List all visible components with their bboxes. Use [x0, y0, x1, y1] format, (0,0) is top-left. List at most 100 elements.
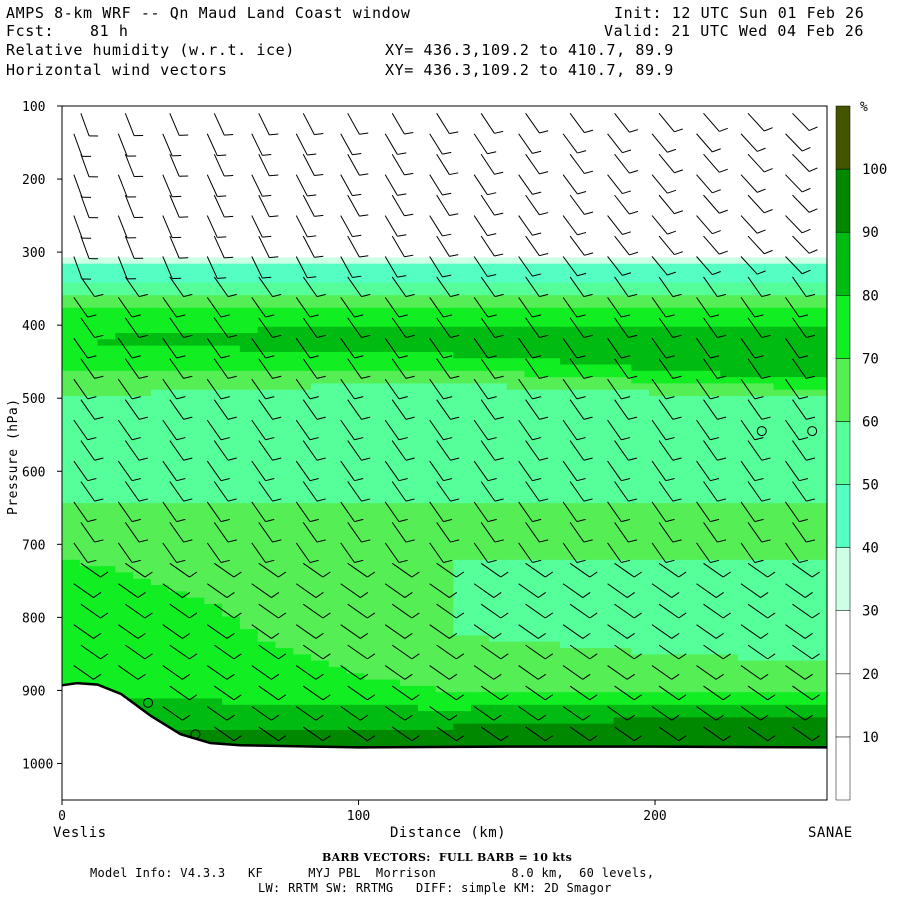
rh-cell [400, 307, 419, 315]
wind-barb [614, 112, 630, 133]
rh-cell [649, 692, 668, 700]
rh-cell [720, 622, 739, 630]
rh-cell [257, 433, 277, 441]
rh-cell [666, 654, 686, 662]
rh-cell [186, 509, 205, 517]
rh-cell [684, 496, 704, 504]
rh-cell [488, 603, 508, 611]
rh-cell [506, 503, 526, 511]
rh-cell [666, 509, 686, 517]
rh-cell [62, 427, 81, 435]
wind-barb-feather [712, 230, 721, 235]
rh-cell [239, 427, 259, 435]
rh-cell [168, 553, 188, 561]
wind-barb [124, 276, 140, 297]
valid-time: Valid: 21 UTC Wed 04 Feb 26 [604, 22, 865, 40]
rh-cell [649, 257, 668, 265]
wind-barb-feather [628, 457, 638, 461]
rh-cell [791, 522, 810, 529]
rh-cell [666, 477, 686, 485]
rh-cell [524, 515, 543, 523]
rh-cell [115, 396, 134, 403]
rh-cell [168, 509, 188, 517]
rh-cell [239, 383, 259, 391]
wind-barb-feather [500, 612, 509, 619]
rh-cell [773, 326, 793, 334]
rh-cell [524, 307, 543, 315]
rh-cell [150, 534, 170, 542]
wind-barb [169, 154, 180, 177]
wind-barb-feather [265, 559, 275, 563]
rh-cell [115, 414, 134, 422]
wind-barb-feather [450, 416, 460, 420]
wind-barb [347, 317, 362, 338]
wind-barb-feather [710, 314, 720, 318]
rh-cell [435, 572, 454, 580]
rh-cell [62, 440, 81, 448]
rh-cell [702, 257, 721, 265]
rh-cell [684, 295, 704, 303]
rh-cell [435, 257, 454, 265]
rh-cell [471, 276, 490, 284]
wind-barb-feather [672, 498, 682, 502]
rh-cell [738, 427, 757, 435]
rh-cell [773, 314, 793, 322]
rh-cell [150, 547, 170, 555]
rh-cell [97, 295, 116, 303]
wind-barb-feather [137, 592, 146, 598]
rh-cell [186, 421, 205, 429]
rh-cell [168, 421, 188, 429]
rh-cell [400, 459, 419, 466]
wind-barb [562, 133, 578, 154]
rh-cell [791, 610, 810, 618]
wind-barb [703, 685, 724, 701]
rh-cell [702, 440, 721, 448]
rh-cell [311, 503, 330, 511]
wind-barb-feather [539, 334, 549, 338]
wind-barb [480, 440, 496, 461]
rh-cell [328, 459, 348, 466]
rh-cell [168, 320, 188, 328]
rh-cell [684, 333, 704, 340]
rh-cell [631, 673, 650, 681]
rh-cell [613, 496, 632, 504]
rh-cell [613, 648, 632, 655]
rh-cell [346, 559, 366, 567]
wind-barb-feather [674, 210, 684, 215]
rh-cell [791, 396, 810, 403]
rh-cell [275, 591, 294, 599]
rh-cell [809, 742, 828, 750]
rh-cell [62, 339, 81, 347]
wind-barb [162, 133, 173, 157]
rh-cell [204, 345, 223, 353]
rh-cell [649, 314, 668, 322]
rh-cell [204, 515, 223, 523]
rh-cell [755, 408, 775, 416]
rh-cell [506, 692, 526, 700]
rh-cell [97, 333, 116, 340]
wind-barb-feather [398, 355, 408, 359]
wind-barb-feather [487, 559, 497, 563]
rh-cell [346, 622, 366, 630]
wind-barb [117, 256, 128, 280]
rh-cell [346, 553, 366, 561]
rh-cell [400, 490, 419, 498]
rh-cell [755, 446, 775, 454]
rh-cell [684, 540, 704, 548]
rh-cell [417, 522, 437, 529]
rh-cell [613, 446, 632, 454]
rh-cell [471, 616, 490, 624]
rh-cell [435, 641, 454, 649]
rh-cell [275, 244, 294, 252]
rh-cell [382, 320, 401, 328]
rh-cell [400, 534, 419, 542]
rh-cell [524, 282, 543, 290]
rh-cell [471, 370, 490, 378]
rh-cell [738, 276, 757, 284]
rh-cell [577, 427, 597, 435]
rh-cell [79, 540, 99, 548]
rh-cell [684, 257, 704, 265]
rh-cell [186, 603, 205, 611]
rh-cell [257, 244, 277, 252]
rh-cell [488, 307, 508, 315]
